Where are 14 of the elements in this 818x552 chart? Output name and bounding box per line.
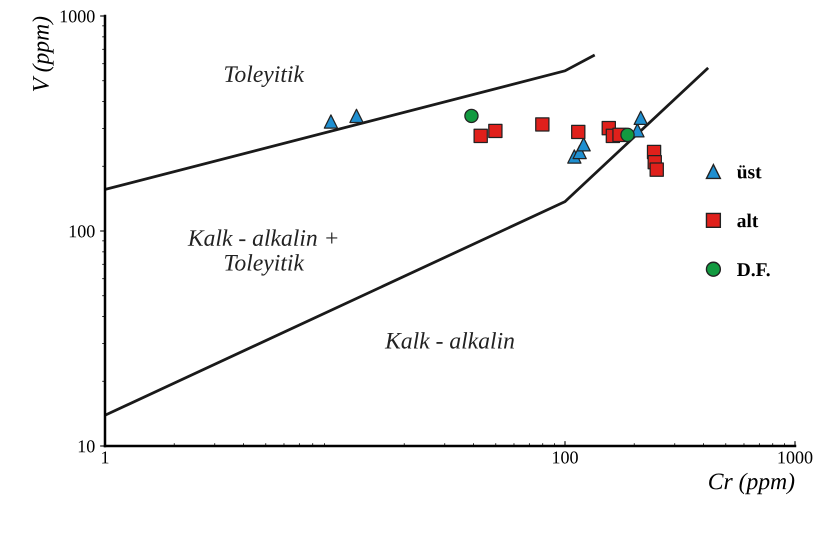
y-axis-title: V (ppm)	[32, 16, 54, 92]
x-tick-label: 1	[102, 451, 108, 464]
annotation: Toleyitik	[225, 65, 304, 87]
y-tick-label: 1000	[60, 10, 95, 22]
legend-label: alt	[737, 214, 758, 228]
x-tick-label: 1000	[778, 451, 812, 464]
x-axis-title: Cr (ppm)	[709, 472, 794, 494]
legend-label: D.F.	[737, 263, 770, 276]
legend-label: üst	[737, 165, 762, 179]
annotation: Kalk - alkalin + Toleyitik	[188, 229, 338, 276]
y-tick-label: 100	[70, 225, 95, 238]
annotation: Kalk - alkalin	[384, 332, 514, 349]
x-tick-label: 100	[553, 451, 578, 464]
y-tick-label: 10	[78, 440, 95, 452]
